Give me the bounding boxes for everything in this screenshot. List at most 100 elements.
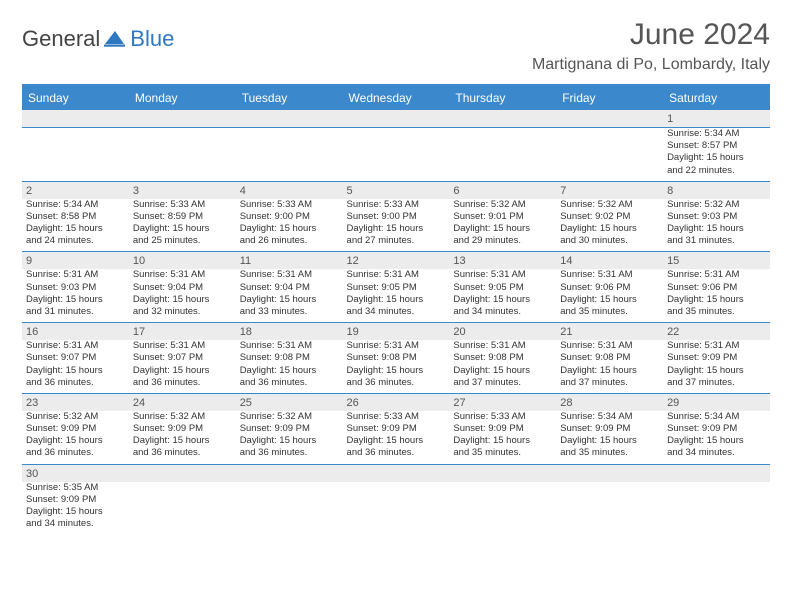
daylight-line-2: and 36 minutes. (133, 377, 232, 389)
daylight-line-1: Daylight: 15 hours (133, 435, 232, 447)
weekday-header: Thursday (449, 85, 556, 110)
sunrise-line: Sunrise: 5:33 AM (347, 199, 446, 211)
day-number-cell: 15 (663, 252, 770, 270)
day-content-cell (236, 482, 343, 535)
daylight-line-2: and 35 minutes. (453, 447, 552, 459)
day-number-cell: 17 (129, 323, 236, 341)
day-number-cell: 4 (236, 181, 343, 199)
day-number-cell: 13 (449, 252, 556, 270)
daylight-line-2: and 34 minutes. (347, 306, 446, 318)
day-number-cell (449, 110, 556, 128)
day-content-cell: Sunrise: 5:32 AMSunset: 9:03 PMDaylight:… (663, 199, 770, 252)
day-content-cell: Sunrise: 5:33 AMSunset: 8:59 PMDaylight:… (129, 199, 236, 252)
sunset-line: Sunset: 9:07 PM (133, 352, 232, 364)
daylight-line-1: Daylight: 15 hours (240, 435, 339, 447)
day-number-cell: 29 (663, 393, 770, 411)
day-number-cell: 10 (129, 252, 236, 270)
sunset-line: Sunset: 9:09 PM (26, 423, 125, 435)
daylight-line-2: and 27 minutes. (347, 235, 446, 247)
sunrise-line: Sunrise: 5:35 AM (26, 482, 125, 494)
sunrise-line: Sunrise: 5:32 AM (453, 199, 552, 211)
day-content-cell: Sunrise: 5:33 AMSunset: 9:00 PMDaylight:… (236, 199, 343, 252)
calendar-week-content-row: Sunrise: 5:32 AMSunset: 9:09 PMDaylight:… (22, 411, 770, 464)
daylight-line-2: and 33 minutes. (240, 306, 339, 318)
daylight-line-1: Daylight: 15 hours (26, 435, 125, 447)
daylight-line-1: Daylight: 15 hours (240, 294, 339, 306)
daylight-line-2: and 30 minutes. (560, 235, 659, 247)
brand-logo: General Blue (22, 26, 174, 52)
sunset-line: Sunset: 9:08 PM (453, 352, 552, 364)
day-number-cell: 23 (22, 393, 129, 411)
day-content-cell: Sunrise: 5:32 AMSunset: 9:09 PMDaylight:… (129, 411, 236, 464)
day-content-cell: Sunrise: 5:32 AMSunset: 9:02 PMDaylight:… (556, 199, 663, 252)
day-number-cell: 5 (343, 181, 450, 199)
day-content-cell (236, 128, 343, 182)
day-number-cell: 16 (22, 323, 129, 341)
sunrise-line: Sunrise: 5:31 AM (133, 269, 232, 281)
day-content-cell: Sunrise: 5:32 AMSunset: 9:01 PMDaylight:… (449, 199, 556, 252)
sunrise-line: Sunrise: 5:31 AM (240, 340, 339, 352)
sunset-line: Sunset: 9:09 PM (26, 494, 125, 506)
day-number-cell: 30 (22, 464, 129, 482)
day-number-cell: 11 (236, 252, 343, 270)
sunrise-line: Sunrise: 5:32 AM (26, 411, 125, 423)
sunrise-line: Sunrise: 5:33 AM (347, 411, 446, 423)
day-number-cell (236, 110, 343, 128)
sunset-line: Sunset: 9:08 PM (347, 352, 446, 364)
sunset-line: Sunset: 9:07 PM (26, 352, 125, 364)
day-content-cell: Sunrise: 5:34 AMSunset: 9:09 PMDaylight:… (556, 411, 663, 464)
daylight-line-2: and 36 minutes. (240, 377, 339, 389)
daylight-line-1: Daylight: 15 hours (240, 223, 339, 235)
logo-text-blue: Blue (130, 26, 174, 52)
day-number-cell: 25 (236, 393, 343, 411)
daylight-line-2: and 36 minutes. (347, 447, 446, 459)
location-subtitle: Martignana di Po, Lombardy, Italy (532, 56, 770, 74)
daylight-line-2: and 31 minutes. (667, 235, 766, 247)
daylight-line-1: Daylight: 15 hours (347, 365, 446, 377)
sunset-line: Sunset: 9:05 PM (347, 282, 446, 294)
day-number-cell (236, 464, 343, 482)
daylight-line-2: and 37 minutes. (667, 377, 766, 389)
day-content-cell: Sunrise: 5:31 AMSunset: 9:04 PMDaylight:… (129, 269, 236, 322)
daylight-line-1: Daylight: 15 hours (26, 223, 125, 235)
calendar-week-daynum-row: 16171819202122 (22, 323, 770, 341)
calendar-week-content-row: Sunrise: 5:31 AM Sunset: 9:07 PM Daylight:… (22, 340, 770, 393)
sunset-line: Sunset: 9:02 PM (560, 211, 659, 223)
sunset-line: Sunset: 9:01 PM (453, 211, 552, 223)
sunrise-line: Sunrise: 5:32 AM (240, 411, 339, 423)
daylight-line-2: and 22 minutes. (667, 165, 766, 177)
day-number-cell: 8 (663, 181, 770, 199)
sunrise-line: Sunrise: 5:33 AM (453, 411, 552, 423)
sunrise-line: Sunrise: 5:31 AM (560, 340, 659, 352)
day-content-cell (556, 482, 663, 535)
day-content-cell (343, 482, 450, 535)
sunrise-line: Sunrise: 5:31 AM (240, 269, 339, 281)
sunset-line: Sunset: 8:59 PM (133, 211, 232, 223)
daylight-line-2: and 26 minutes. (240, 235, 339, 247)
day-number-cell (449, 464, 556, 482)
day-content-cell: Sunrise: 5:34 AMSunset: 8:58 PMDaylight:… (22, 199, 129, 252)
logo-text-general: General (22, 26, 100, 52)
daylight-line-1: Daylight: 15 hours (347, 223, 446, 235)
sunrise-line: Sunrise: 5:31 AM (347, 269, 446, 281)
daylight-line-1: Daylight: 15 hours (453, 435, 552, 447)
sailboat-icon (104, 30, 126, 48)
day-content-cell: Sunrise: 5:32 AMSunset: 9:09 PMDaylight:… (22, 411, 129, 464)
day-number-cell (22, 110, 129, 128)
daylight-line-1: Daylight: 15 hours (133, 223, 232, 235)
day-number-cell: 28 (556, 393, 663, 411)
sunset-line: Sunset: 9:04 PM (133, 282, 232, 294)
sunrise-line: Sunrise: 5:33 AM (133, 199, 232, 211)
day-content-cell (663, 482, 770, 535)
daylight-line-2: and 25 minutes. (133, 235, 232, 247)
sunset-line: Sunset: 9:08 PM (240, 352, 339, 364)
daylight-line-1: Daylight: 15 hours (453, 294, 552, 306)
weekday-header: Saturday (663, 85, 770, 110)
daylight-line-2: and 34 minutes. (453, 306, 552, 318)
sunrise-line: Sunrise: 5:31 AM (453, 340, 552, 352)
weekday-header-row: SundayMondayTuesdayWednesdayThursdayFrid… (22, 85, 770, 110)
day-number-cell (556, 464, 663, 482)
daylight-line-2: and 29 minutes. (453, 235, 552, 247)
day-number-cell: 12 (343, 252, 450, 270)
daylight-line-1: Daylight: 15 hours (560, 365, 659, 377)
